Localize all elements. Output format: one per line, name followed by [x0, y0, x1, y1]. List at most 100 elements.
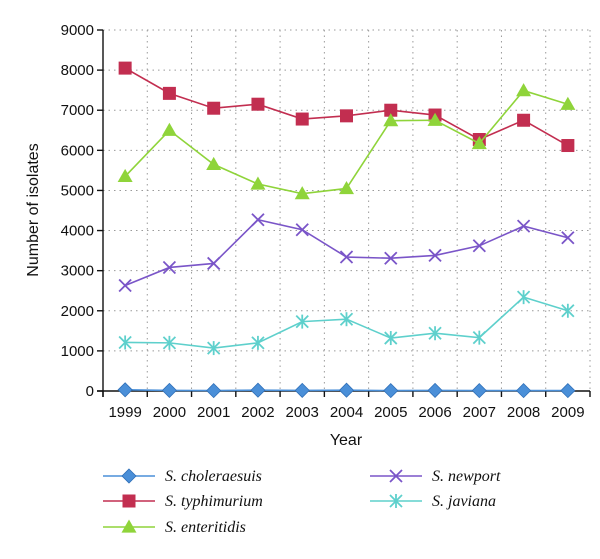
legend-swatch-marker: [389, 469, 403, 483]
legend-item-s-newport: S. newport: [370, 468, 501, 485]
data-point-s-newport: [472, 239, 486, 253]
series-lines: [117, 61, 576, 399]
data-point-s-enteritidis: [250, 176, 266, 190]
x-tick-label: 2004: [330, 404, 363, 421]
data-point-s-choleraesuis: [161, 382, 177, 398]
x-tick-labels: 1999 2000 2001 2002 2003 2004 2005 2006 2007 2008…: [108, 404, 584, 421]
data-point-s-javiana: [295, 314, 309, 329]
y-tick-label: 7000: [61, 102, 94, 119]
data-point-s-choleraesuis: [206, 383, 222, 399]
data-point-s-choleraesuis: [427, 382, 443, 398]
data-point-s-enteritidis: [427, 112, 443, 126]
legend-item-s-choleraesuis: S. choleraesuis: [103, 468, 262, 485]
legend-swatch-marker: [122, 494, 136, 508]
data-point-s-typhimurium: [251, 97, 265, 111]
data-point-s-enteritidis: [294, 186, 310, 200]
data-point-s-newport: [162, 260, 177, 275]
x-tick-label: 2008: [507, 404, 540, 421]
data-point-s-typhimurium: [384, 103, 398, 117]
data-point-s-choleraesuis: [516, 383, 532, 399]
data-point-s-choleraesuis: [294, 382, 310, 398]
data-point-s-javiana: [118, 335, 132, 350]
legend-swatch-marker: [389, 494, 403, 508]
y-tick-label: 3000: [61, 263, 94, 280]
y-tick-label: 2000: [61, 303, 94, 320]
data-point-s-typhimurium: [517, 113, 531, 127]
data-point-s-newport: [207, 256, 221, 271]
data-point-s-newport: [428, 248, 442, 263]
legend-swatch-marker: [121, 468, 137, 484]
legend-swatch-marker: [121, 519, 137, 533]
y-tick-label: 4000: [61, 223, 94, 240]
data-point-s-enteritidis: [206, 156, 222, 170]
data-point-s-javiana: [516, 290, 531, 305]
data-point-s-newport: [118, 278, 132, 293]
legend-item-s-enteritidis: S. enteritidis: [103, 519, 246, 536]
data-point-s-choleraesuis: [471, 383, 487, 399]
data-point-s-choleraesuis: [250, 382, 266, 398]
legend-label: S. enteritidis: [165, 519, 246, 536]
y-tick-label: 6000: [61, 142, 94, 159]
data-point-s-enteritidis: [383, 113, 399, 127]
legend-label: S. javiana: [432, 493, 496, 510]
data-point-s-newport: [384, 251, 398, 265]
y-tick-label: 1000: [61, 343, 94, 360]
data-point-s-choleraesuis: [338, 382, 355, 398]
grid-lines: [103, 29, 591, 391]
data-point-s-enteritidis: [117, 168, 133, 183]
data-point-s-newport: [516, 219, 531, 233]
data-point-s-javiana: [162, 335, 177, 350]
series-s-newport: [118, 213, 575, 293]
series-s-javiana: [118, 290, 575, 356]
legend-label: S. typhimurium: [165, 493, 263, 510]
data-point-s-choleraesuis: [560, 383, 576, 399]
y-tick-labels: 0 1000 2000 3000 4000 5000 6000 7000 8000 9000: [61, 22, 94, 400]
data-point-s-choleraesuis: [383, 383, 399, 399]
data-point-s-enteritidis: [161, 122, 177, 136]
x-tick-label: 2001: [197, 404, 230, 421]
data-point-s-newport: [561, 231, 575, 245]
data-point-s-javiana: [428, 326, 442, 341]
x-tick-label: 2006: [418, 404, 451, 421]
data-point-s-javiana: [472, 330, 486, 345]
data-point-s-enteritidis: [339, 180, 354, 195]
x-tick-label: 2007: [463, 404, 496, 421]
y-tick-label: 8000: [61, 62, 94, 79]
series-s-choleraesuis: [117, 382, 576, 399]
data-point-s-newport: [339, 250, 354, 264]
x-tick-label: 2000: [153, 404, 186, 421]
data-point-s-choleraesuis: [117, 382, 133, 398]
data-point-s-enteritidis: [516, 83, 532, 97]
y-tick-label: 9000: [61, 22, 94, 39]
data-point-s-typhimurium: [118, 61, 132, 75]
data-point-s-typhimurium: [162, 86, 176, 100]
x-tick-label: 1999: [108, 404, 141, 421]
series-line-s-enteritidis: [124, 89, 569, 195]
data-point-s-javiana: [207, 341, 221, 356]
series-s-enteritidis: [117, 83, 576, 200]
legend-item-s-typhimurium: S. typhimurium: [103, 493, 263, 510]
legend-label: S. newport: [432, 468, 501, 485]
x-tick-label: 2003: [286, 404, 319, 421]
data-point-s-enteritidis: [560, 96, 576, 110]
x-tick-label: 2005: [374, 404, 407, 421]
legend: S. choleraesuis S. typhimurium S. enteriti…: [103, 468, 501, 536]
legend-item-s-javiana: S. javiana: [370, 493, 496, 510]
x-tick-label: 2002: [241, 404, 274, 421]
series-line-s-newport: [124, 218, 569, 287]
legend-label: S. choleraesuis: [165, 468, 262, 485]
data-point-s-javiana: [561, 303, 575, 318]
data-point-s-typhimurium: [340, 109, 353, 123]
data-point-s-javiana: [384, 331, 398, 346]
data-point-s-typhimurium: [207, 101, 221, 115]
x-tick-label: 2009: [551, 404, 584, 421]
x-axis-label: Year: [330, 432, 363, 449]
data-point-s-newport: [295, 223, 309, 237]
series-s-typhimurium: [118, 61, 575, 153]
y-tick-label: 0: [86, 383, 94, 400]
y-axis-label: Number of isolates: [25, 143, 42, 276]
data-point-s-enteritidis: [471, 136, 487, 150]
data-point-s-typhimurium: [561, 139, 575, 153]
y-tick-label: 5000: [61, 182, 94, 199]
